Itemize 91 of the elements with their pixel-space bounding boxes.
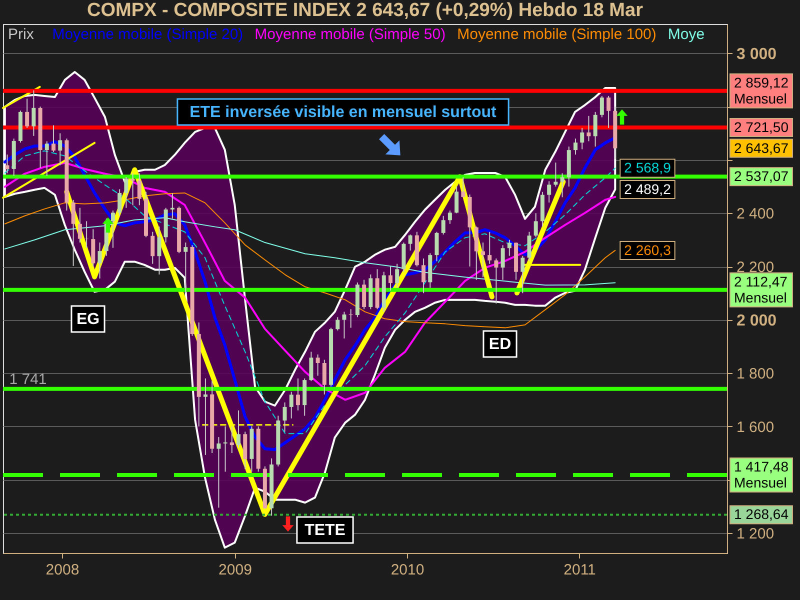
candlestick bbox=[289, 391, 294, 419]
text: 2 643,67 bbox=[734, 140, 788, 156]
candlestick bbox=[296, 378, 300, 411]
y-tick-label: 1 200 bbox=[736, 526, 774, 543]
candlestick bbox=[157, 226, 162, 276]
x-tick-label: 2011 bbox=[564, 562, 596, 578]
data-label: 2 260,3 bbox=[624, 242, 672, 258]
candlestick bbox=[78, 207, 82, 244]
candlestick bbox=[25, 98, 30, 128]
candlestick bbox=[606, 95, 611, 128]
data-label: 2 568,9 bbox=[624, 160, 672, 176]
candlestick bbox=[574, 138, 578, 156]
text: Moyenne mobile (Simple 100) bbox=[457, 26, 656, 43]
annotation: ED bbox=[488, 336, 512, 353]
candlestick bbox=[547, 180, 552, 204]
annotation: 1 741 bbox=[9, 371, 47, 388]
candlestick bbox=[230, 426, 234, 454]
candlestick bbox=[395, 263, 400, 288]
candlestick bbox=[580, 127, 584, 150]
candlestick bbox=[322, 359, 326, 395]
candlestick bbox=[184, 242, 188, 294]
line-series bbox=[4, 192, 616, 328]
x-tick-label: 2008 bbox=[46, 562, 80, 578]
text: Prix bbox=[8, 26, 34, 43]
candlestick bbox=[454, 186, 459, 214]
annotation: TETE bbox=[304, 522, 346, 539]
annotation: EG bbox=[76, 311, 100, 328]
candlestick bbox=[32, 90, 36, 136]
text: Moyenne mobile (Simple 50) bbox=[254, 26, 446, 43]
candlestick bbox=[441, 215, 446, 236]
ref-line-label: 2 537,07 bbox=[734, 168, 789, 184]
ref-line-label: 2 859,12 Mensuel bbox=[734, 74, 789, 106]
candlestick bbox=[282, 402, 287, 432]
candlestick bbox=[448, 210, 452, 224]
candlestick bbox=[362, 279, 366, 310]
candlestick bbox=[52, 124, 56, 152]
line-series bbox=[4, 217, 616, 286]
y-tick-label: 1 600 bbox=[736, 418, 774, 436]
candlestick bbox=[474, 226, 478, 280]
candlestick bbox=[600, 95, 604, 118]
candlestick bbox=[150, 231, 155, 264]
candlestick bbox=[520, 255, 525, 294]
candlestick bbox=[494, 258, 498, 304]
candlestick bbox=[71, 199, 76, 266]
candlestick bbox=[309, 351, 314, 382]
candlestick bbox=[170, 192, 174, 220]
line-series bbox=[4, 162, 616, 401]
candlestick bbox=[534, 212, 538, 238]
ref-line-label: 1 417,48 Mensuel bbox=[734, 458, 789, 491]
candlestick bbox=[434, 231, 439, 262]
candlestick bbox=[408, 234, 412, 252]
candlestick bbox=[461, 176, 466, 198]
candlestick bbox=[488, 231, 492, 264]
candlestick bbox=[507, 239, 512, 256]
candlestick bbox=[560, 172, 564, 198]
candlestick bbox=[44, 140, 49, 176]
candlestick bbox=[98, 242, 102, 280]
candlestick bbox=[527, 231, 532, 262]
candlestick bbox=[236, 410, 241, 448]
candlestick bbox=[480, 242, 485, 278]
y-tick-label: 2 400 bbox=[736, 206, 774, 223]
candlestick bbox=[422, 258, 426, 294]
y-tick-label: 1 800 bbox=[736, 366, 774, 383]
candlestick bbox=[118, 188, 122, 216]
candlestick bbox=[137, 172, 142, 206]
candlestick bbox=[316, 354, 320, 376]
candlestick bbox=[5, 154, 10, 174]
candlestick bbox=[124, 176, 128, 208]
candlestick bbox=[336, 316, 340, 331]
x-tick-label: 2010 bbox=[390, 562, 424, 578]
candlestick bbox=[500, 244, 505, 280]
x-tick-label: 2009 bbox=[218, 562, 252, 578]
candlestick bbox=[110, 210, 115, 248]
text: Moye bbox=[668, 26, 705, 43]
chart-title: COMPX - COMPOSITE INDEX 2 643,67 (+0,29%) Hebdo 18 Mar bbox=[87, 0, 644, 21]
annotation: ETE inversée visible en mensuel surtout bbox=[190, 104, 498, 121]
text: Moyenne mobile (Simple 20) bbox=[52, 26, 244, 43]
ref-line-label: 1 268,64 bbox=[734, 506, 789, 522]
candlestick bbox=[216, 436, 221, 508]
ref-line-label: 2 721,50 bbox=[734, 119, 789, 136]
candlestick bbox=[223, 426, 228, 472]
candlestick bbox=[388, 266, 392, 291]
candlestick bbox=[342, 311, 346, 339]
y-tick-label: 3 000 bbox=[736, 46, 777, 63]
candlestick bbox=[130, 172, 135, 206]
candlestick bbox=[58, 132, 62, 166]
candlestick bbox=[593, 111, 598, 148]
candlestick bbox=[203, 378, 208, 456]
candlestick bbox=[586, 115, 591, 142]
y-tick-label: 2 000 bbox=[736, 312, 777, 330]
annotation: 2 489,2 bbox=[624, 180, 672, 197]
